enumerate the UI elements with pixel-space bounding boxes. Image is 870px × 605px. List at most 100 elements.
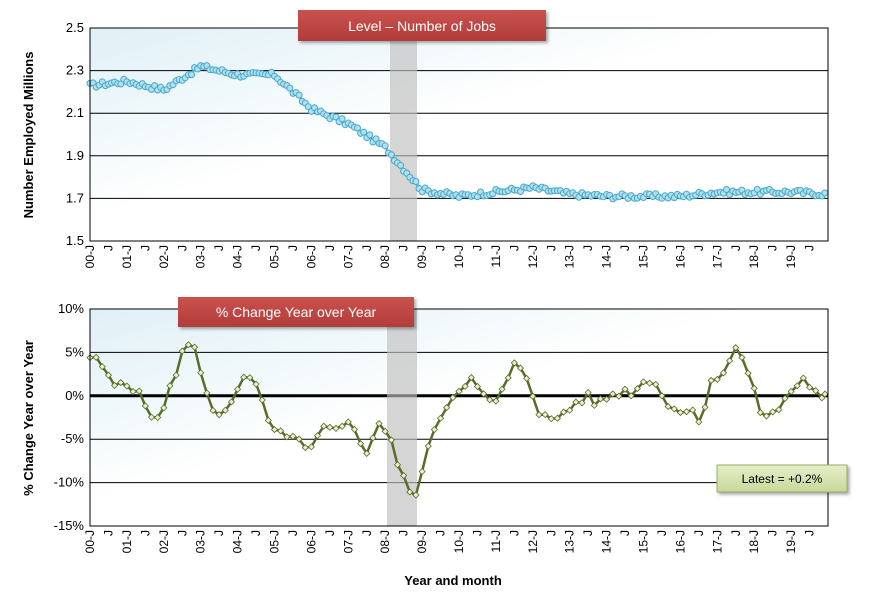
yoy-series-point <box>264 416 272 424</box>
yoy-series-point <box>166 382 174 390</box>
bot-x-tick-label: J <box>249 530 263 536</box>
level-plot-area <box>90 28 828 241</box>
yoy-plot-area <box>90 309 828 526</box>
top-x-tick-label: 05-J <box>268 245 282 268</box>
top-x-tick-label: 17-J <box>710 245 724 268</box>
yoy-series-point <box>178 347 186 355</box>
bot-x-tick-label: 09-J <box>415 530 429 553</box>
top-x-tick-label: J <box>618 245 632 251</box>
yoy-series-point <box>682 408 691 416</box>
yoy-series-point <box>104 371 113 379</box>
bot-x-tick-label: 16-J <box>673 530 687 553</box>
yoy-series-point <box>467 374 475 382</box>
yoy-series-point <box>805 383 814 391</box>
bot-x-tick-label: J <box>138 530 152 536</box>
yoy-series-point <box>596 395 605 403</box>
yoy-series-point <box>818 394 826 402</box>
top-x-tick-label: J <box>175 245 189 251</box>
yoy-series-point <box>787 387 795 396</box>
bot-x-tick-label: J <box>618 530 632 536</box>
bot-x-tick-label: J <box>434 530 448 536</box>
yoy-series-point <box>283 433 291 441</box>
yoy-series-point <box>246 374 254 382</box>
yoy-series-point <box>221 406 229 414</box>
top-x-tick-label: 02-J <box>157 245 171 268</box>
yoy-series-point <box>615 392 623 400</box>
yoy-series-point <box>338 422 346 430</box>
level-series-point <box>753 185 761 193</box>
yoy-series-point <box>793 382 801 390</box>
yoy-series-point <box>92 353 100 361</box>
bot-x-tick-label: 05-J <box>268 530 282 553</box>
level-series <box>86 62 829 203</box>
yoy-series-point <box>436 414 445 422</box>
yoy-gridlines <box>90 351 828 484</box>
yoy-series-point <box>590 401 598 409</box>
yoy-series-point <box>350 425 359 433</box>
level-y-tick-labels: 1.5 1.7 1.9 2.1 2.3 2.5 <box>66 20 84 248</box>
top-x-tick-label: 13-J <box>563 245 577 268</box>
yoy-series-point <box>412 491 420 499</box>
top-x-tick-label: 06-J <box>304 245 318 268</box>
yoy-series-point <box>781 394 789 403</box>
yoy-series-point <box>738 353 746 362</box>
yoy-series-point <box>492 397 500 405</box>
level-title-banner-box <box>298 10 546 41</box>
level-series-point <box>188 71 195 79</box>
bot-x-tick-label: J <box>544 530 558 536</box>
bot-x-tick-label: 00-J <box>83 530 97 553</box>
top-x-tick-label: J <box>544 245 558 251</box>
yoy-series-point <box>393 461 402 469</box>
yoy-series-point <box>154 413 162 422</box>
top-y-tick-label: 2.3 <box>66 63 84 78</box>
yoy-series-point <box>461 382 469 390</box>
top-y-tick-label: 1.9 <box>66 148 84 163</box>
bot-x-tick-label: J <box>175 530 189 536</box>
yoy-title-banner-box <box>178 297 414 327</box>
yoy-series <box>86 341 829 499</box>
top-y-tick-label: 1.7 <box>66 190 84 205</box>
level-series-point <box>387 151 395 159</box>
yoy-series-point <box>750 384 758 392</box>
yoy-series-point <box>498 385 506 393</box>
yoy-series-point <box>252 380 260 388</box>
yoy-series-point <box>701 403 709 411</box>
yoy-series-point <box>387 436 395 444</box>
yoy-series-point <box>295 435 303 443</box>
yoy-series-point <box>566 406 574 414</box>
yoy-series-point <box>258 396 266 404</box>
level-series-point <box>360 128 368 136</box>
yoy-series-point <box>707 376 715 384</box>
yoy-series-point <box>516 364 525 372</box>
bot-x-tick-label: 02-J <box>157 530 171 553</box>
yoy-series-point <box>473 382 482 391</box>
yoy-series-point <box>553 414 561 422</box>
top-y-tick-label: 2.5 <box>66 20 84 35</box>
yoy-series-point <box>147 413 156 421</box>
yoy-series-point <box>289 432 297 440</box>
bot-x-tick-label: J <box>323 530 337 536</box>
yoy-series-point <box>769 408 777 416</box>
yoy-series-point <box>369 434 377 442</box>
bot-x-tick-label: J <box>766 530 780 536</box>
top-x-tick-label: 10-J <box>452 245 466 268</box>
bot-x-tick-label: 19-J <box>784 530 798 553</box>
latest-badge-box <box>716 464 848 493</box>
yoy-series-point <box>117 379 125 387</box>
level-series-point <box>286 84 294 92</box>
latest-annotation: Latest = +0.2% <box>742 472 823 486</box>
level-series-point <box>366 131 374 139</box>
top-x-tick-label: J <box>434 245 448 251</box>
yoy-series-point <box>658 392 666 400</box>
yoy-series-point <box>111 381 119 390</box>
yoy-series-point <box>664 403 672 411</box>
yoy-series-point <box>443 403 451 412</box>
level-series-point <box>354 124 361 132</box>
yoy-series-point <box>190 343 199 351</box>
bot-x-tick-label: 07-J <box>341 530 355 553</box>
yoy-series-point <box>123 382 131 390</box>
top-x-tick-label: 12-J <box>526 245 540 268</box>
bot-x-tick-label: J <box>803 530 817 536</box>
bot-y-tick-label: -5% <box>61 431 85 446</box>
